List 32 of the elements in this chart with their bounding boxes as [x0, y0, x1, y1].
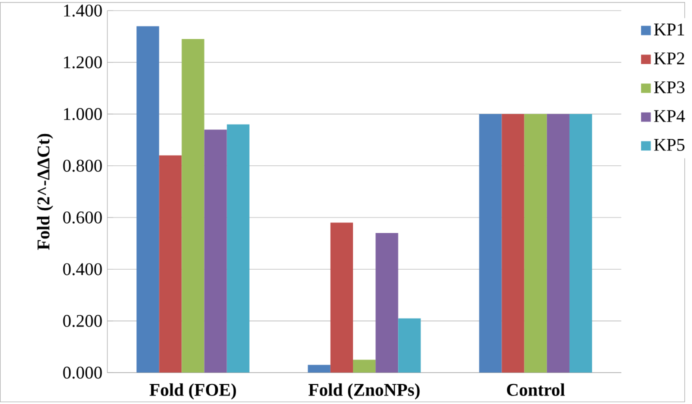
bar [226, 124, 250, 373]
y-tick-label: 1.400 [64, 4, 102, 17]
bar [353, 360, 376, 373]
bar [204, 130, 227, 373]
bar [502, 114, 524, 373]
x-tick-label: Fold (ZnoNPs) [308, 383, 420, 400]
bar [546, 114, 570, 373]
x-tick-label: Control [506, 383, 565, 396]
legend-label: KP5 [654, 138, 684, 151]
y-tick-label: 0.800 [63, 160, 102, 172]
bar [479, 114, 502, 373]
y-axis-title: Fold (2^-ΔΔCt) [36, 134, 54, 250]
x-tick-label: Fold (FOE) [150, 383, 236, 400]
legend-label: KP4 [654, 110, 685, 122]
y-tick-label: 1.000 [64, 108, 102, 120]
bar [308, 364, 330, 373]
bar [182, 39, 204, 373]
bar [330, 222, 354, 373]
legend-label: KP2 [654, 52, 684, 64]
y-tick-label: 0.200 [63, 314, 102, 327]
y-tick-label: 0.400 [63, 263, 102, 276]
legend-label: KP3 [654, 81, 684, 94]
y-tick-label: 0.000 [63, 366, 102, 379]
bar [136, 26, 160, 373]
bar [524, 114, 547, 373]
bar [376, 233, 398, 373]
legend-label: KP1 [654, 24, 684, 36]
bar [159, 155, 182, 373]
bar [398, 318, 421, 373]
y-tick-label: 0.600 [63, 211, 102, 224]
bar [569, 114, 592, 373]
y-tick-label: 1.200 [64, 56, 102, 68]
